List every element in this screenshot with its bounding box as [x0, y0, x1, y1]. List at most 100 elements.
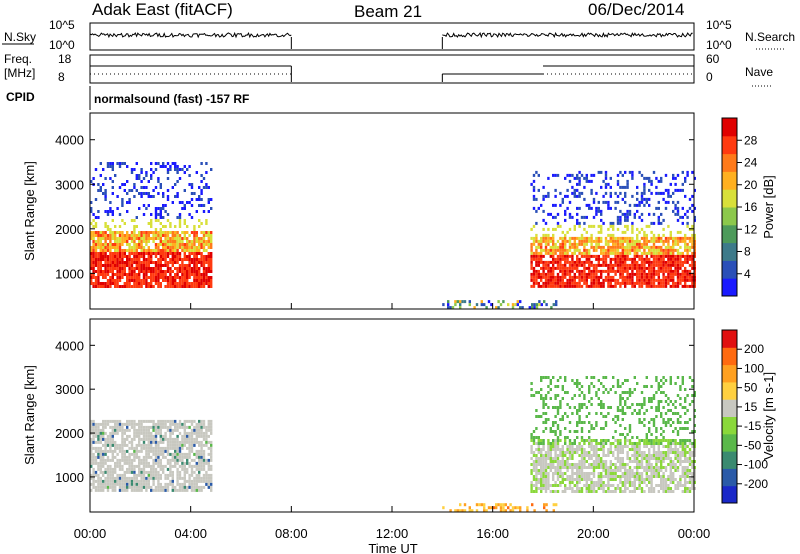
echo-cell [169, 225, 172, 228]
echo-cell [607, 263, 610, 267]
echo-cell [200, 446, 203, 450]
echo-cell [693, 245, 696, 249]
echo-cell [614, 415, 617, 418]
echo-cell [198, 470, 201, 474]
echo-cell [94, 249, 98, 252]
echo-cell [128, 440, 131, 444]
echo-cell [138, 434, 141, 438]
echo-cell [588, 391, 591, 394]
echo-cell [92, 246, 95, 249]
echo-cell [655, 269, 658, 273]
echo-cell [162, 231, 165, 234]
echo-cell [568, 254, 572, 258]
echo-cell [590, 224, 593, 228]
echo-cell [200, 279, 203, 282]
echo-cell [628, 448, 632, 451]
echo-cell [585, 490, 588, 493]
echo-cell [106, 246, 110, 249]
echo-cell [519, 509, 522, 513]
echo-cell [102, 243, 105, 246]
echo-cell [693, 430, 696, 433]
echo-cell [655, 415, 658, 418]
echo-cell [669, 445, 672, 448]
echo-cell [190, 186, 194, 189]
echo-cell [628, 388, 632, 391]
echo-cell [111, 279, 114, 282]
echo-cell [530, 266, 533, 270]
echo-cell [202, 255, 206, 258]
echo-cell [159, 422, 162, 426]
echo-cell [576, 487, 579, 490]
echo-cell [643, 451, 646, 454]
echo-cell [588, 257, 591, 261]
echo-cell [650, 466, 653, 469]
echo-cell [540, 454, 543, 457]
echo-cell [188, 258, 191, 261]
echo-cell [664, 379, 668, 382]
echo-cell [559, 406, 562, 409]
echo-cell [447, 306, 450, 310]
echo-cell [130, 231, 134, 234]
echo-cell [195, 479, 198, 483]
echo-cell [202, 285, 206, 288]
echo-cell [147, 249, 150, 252]
echo-cell [578, 490, 581, 493]
echo-cell [597, 230, 600, 234]
echo-cell [183, 488, 186, 492]
echo-cell [169, 240, 172, 243]
echo-cell [545, 503, 548, 507]
echo-cell [138, 252, 141, 255]
echo-cell [609, 472, 612, 475]
echo-cell [154, 162, 158, 165]
echo-cell [532, 239, 536, 243]
echo-cell [693, 218, 696, 222]
echo-cell [640, 421, 644, 424]
echo-cell [580, 463, 584, 466]
echo-cell [633, 376, 636, 379]
echo-cell [135, 446, 138, 450]
echo-cell [90, 201, 93, 204]
echo-cell [118, 485, 122, 489]
echo-cell [672, 442, 675, 445]
echo-cell [580, 436, 584, 439]
echo-cell [636, 445, 639, 448]
echo-cell [676, 418, 680, 421]
echo-cell [154, 449, 158, 453]
echo-cell [106, 249, 110, 252]
echo-cell [607, 448, 610, 451]
echo-cell [169, 434, 172, 438]
echo-cell [166, 449, 170, 453]
echo-cell [171, 476, 174, 480]
echo-cell [140, 195, 143, 198]
echo-cell [171, 246, 174, 249]
echo-cell [102, 276, 105, 279]
echo-cell [159, 228, 162, 231]
echo-cell [121, 219, 124, 222]
echo-cell [592, 466, 596, 469]
echo-cell [588, 385, 591, 388]
colorbar-swatch [722, 381, 737, 400]
echo-cell [631, 263, 634, 267]
echo-cell [102, 285, 105, 288]
echo-cell [561, 463, 564, 466]
echo-cell [592, 487, 596, 490]
echo-cell [619, 269, 622, 273]
echo-cell [540, 394, 543, 397]
echo-cell [573, 272, 576, 276]
echo-cell [118, 425, 122, 429]
echo-cell [116, 246, 119, 249]
y-tick-label: 2000 [55, 222, 84, 237]
echo-cell [483, 303, 486, 307]
echo-cell [188, 431, 191, 435]
echo-cell [657, 179, 660, 183]
echo-cell [643, 230, 646, 234]
echo-cell [549, 260, 552, 264]
echo-cell [693, 254, 696, 258]
echo-cell [645, 239, 648, 243]
echo-cell [576, 385, 579, 388]
echo-cell [188, 165, 191, 168]
x-tick-label: 16:00 [476, 526, 509, 541]
echo-cell [621, 397, 624, 400]
echo-cell [655, 254, 658, 258]
echo-cell [198, 452, 201, 456]
